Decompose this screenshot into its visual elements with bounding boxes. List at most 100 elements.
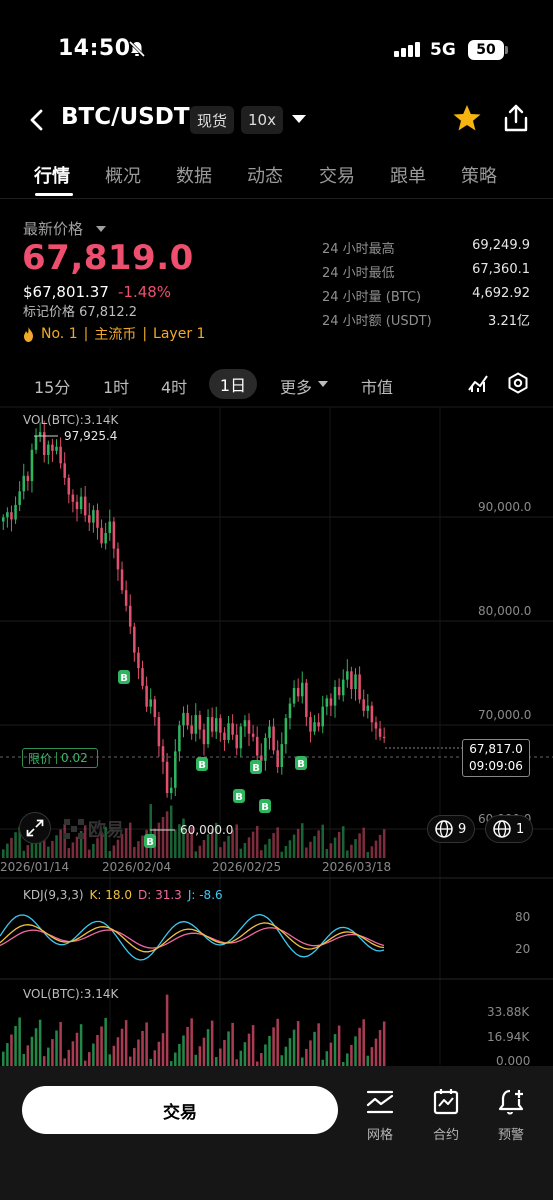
fullscreen-icon[interactable]: [19, 812, 51, 844]
candle-body: [378, 728, 382, 737]
alert-icon[interactable]: [497, 1088, 527, 1116]
kdj-label: KDJ(9,3,3): [23, 888, 84, 902]
volume-bar: [235, 824, 238, 858]
volume-bar: [133, 846, 136, 858]
tab-trade[interactable]: 交易: [319, 166, 355, 187]
candle-body: [79, 496, 83, 510]
candle-body: [214, 718, 218, 732]
contract-label[interactable]: 合约: [432, 1128, 459, 1143]
volume-bar: [116, 839, 120, 858]
candle-body: [251, 733, 255, 737]
globe-icon: [435, 820, 453, 838]
kdj-level: 20: [515, 942, 530, 956]
volume-bar: [178, 824, 181, 858]
volume-bar: [10, 1034, 13, 1066]
kline-chart[interactable]: 90,000.0 80,000.0 70,000.0 60,000.0 2026…: [0, 400, 553, 1070]
buy-marker-label: B: [261, 802, 269, 813]
candle-body: [174, 751, 177, 788]
volume-bar: [346, 850, 349, 858]
volume-bar: [247, 837, 251, 858]
settings-icon[interactable]: [507, 372, 529, 394]
candle-body: [260, 755, 263, 761]
volume-bar: [194, 851, 198, 858]
volume-bar: [51, 1039, 54, 1066]
tab-market[interactable]: 行情: [34, 166, 70, 187]
tab-copy[interactable]: 跟单: [390, 166, 426, 187]
contract-icon[interactable]: [431, 1088, 461, 1116]
volume-bar: [223, 1039, 226, 1066]
category-tag[interactable]: 主流币: [94, 327, 137, 343]
candle-body: [96, 510, 99, 528]
volume-bar: [92, 843, 95, 858]
limit-value: 0.02: [61, 751, 88, 765]
okx-logo-icon: [64, 819, 84, 839]
timeframe-4h[interactable]: 4时: [161, 378, 188, 397]
vol-tick: 0.000: [496, 1054, 530, 1068]
market-cap-toggle[interactable]: 市值: [361, 378, 394, 397]
share-icon[interactable]: [502, 103, 530, 133]
volume-bar: [14, 832, 17, 858]
drawing-tools-button[interactable]: 9: [427, 815, 476, 843]
grid-bot-icon[interactable]: [365, 1088, 395, 1116]
buy-marker: B: [144, 834, 156, 848]
volume-bar: [157, 1041, 161, 1066]
pair-title[interactable]: BTC/USDT: [61, 104, 190, 130]
candle-body: [83, 496, 87, 516]
volume-bar: [133, 1048, 136, 1066]
volume-bar: [67, 848, 71, 858]
timeframe-15m[interactable]: 15分: [34, 378, 71, 397]
chevron-down-icon[interactable]: [96, 226, 106, 232]
battery-cap: [505, 46, 508, 54]
candle-body: [329, 698, 333, 706]
tab-data[interactable]: 数据: [176, 166, 212, 187]
last-price-label[interactable]: 最新价格: [23, 220, 84, 238]
stat-label-volume: 24 小时量 (BTC): [322, 290, 422, 305]
tab-overview[interactable]: 概况: [105, 166, 141, 187]
grid-label[interactable]: 网格: [366, 1128, 393, 1143]
limit-order-line[interactable]: 限价 0.02: [22, 748, 98, 768]
layer-tag[interactable]: Layer 1: [153, 326, 206, 342]
volume-bar: [108, 1054, 112, 1066]
candle-body: [198, 715, 202, 730]
volume-bar: [366, 852, 370, 858]
candle-body: [145, 685, 148, 707]
volume-bar: [186, 832, 189, 858]
volume-bar: [382, 829, 386, 858]
low-marker: 60,000.0: [180, 823, 233, 837]
volume-bar: [251, 1025, 255, 1066]
tab-news[interactable]: 动态: [247, 166, 283, 187]
indicator-icon[interactable]: [467, 372, 489, 394]
volume-bar: [38, 1019, 42, 1066]
tag-separator: |: [83, 326, 89, 342]
star-icon[interactable]: [452, 103, 482, 133]
volume-bar: [370, 1047, 374, 1066]
chart-grid: [0, 406, 553, 1065]
volume-bar: [182, 1035, 185, 1066]
chevron-down-icon[interactable]: [318, 381, 328, 387]
volume-bar: [296, 1021, 300, 1066]
candle-body: [288, 703, 292, 719]
tab-strategy[interactable]: 策略: [461, 166, 497, 187]
network-type: 5G: [430, 40, 456, 60]
volume-bar: [210, 828, 214, 858]
signal-icon: [394, 42, 427, 57]
volume-bar: [219, 1048, 222, 1066]
back-icon[interactable]: [26, 106, 48, 134]
indicator-button[interactable]: 1: [485, 815, 534, 843]
timeframe-1h[interactable]: 1时: [103, 378, 130, 397]
volume-bar: [378, 1030, 382, 1066]
candle-body: [10, 512, 13, 520]
volume-bars-lower: [2, 994, 386, 1066]
candle-body: [362, 699, 365, 711]
trade-button[interactable]: 交易: [22, 1086, 338, 1134]
y-tick: 70,000.0: [478, 708, 531, 722]
tag-separator: |: [142, 326, 148, 342]
timeframe-1d[interactable]: 1日: [209, 369, 257, 399]
current-price-tag: 67,817.0 09:09:06: [462, 739, 530, 777]
volume-bar: [362, 1019, 365, 1066]
chevron-down-icon[interactable]: [292, 115, 306, 123]
volume-bar: [14, 1026, 17, 1066]
alert-label[interactable]: 预警: [497, 1128, 524, 1143]
buy-marker-label: B: [146, 837, 154, 848]
timeframe-more[interactable]: 更多: [280, 378, 313, 397]
